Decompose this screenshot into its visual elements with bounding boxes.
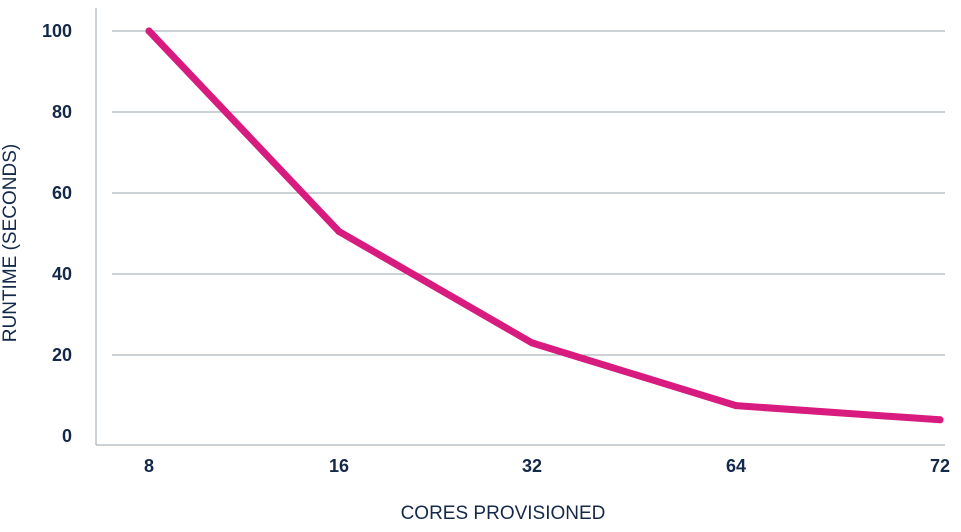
x-tick-label: 32 bbox=[522, 456, 542, 476]
x-tick-label: 72 bbox=[930, 456, 950, 476]
x-tick-label: 64 bbox=[726, 456, 746, 476]
y-tick-labels: 0 20 40 60 80 100 bbox=[42, 21, 72, 446]
series-line bbox=[145, 27, 944, 424]
series-group bbox=[145, 27, 944, 424]
y-tick-label: 80 bbox=[52, 102, 72, 122]
y-tick-label: 0 bbox=[62, 426, 72, 446]
data-point bbox=[936, 416, 944, 424]
y-tick-label: 100 bbox=[42, 21, 72, 41]
data-point bbox=[145, 27, 153, 35]
y-tick-label: 60 bbox=[52, 183, 72, 203]
x-tick-label: 16 bbox=[329, 456, 349, 476]
x-tick-labels: 8 16 32 64 72 bbox=[144, 456, 950, 476]
y-tick-label: 20 bbox=[52, 345, 72, 365]
data-point bbox=[528, 339, 536, 347]
axes bbox=[95, 8, 945, 446]
gridlines bbox=[112, 30, 945, 356]
data-point bbox=[732, 402, 740, 410]
y-axis-title: RUNTIME (SECONDS) bbox=[0, 144, 21, 342]
x-axis-title: CORES PROVISIONED bbox=[401, 503, 606, 524]
y-tick-label: 40 bbox=[52, 264, 72, 284]
x-tick-label: 8 bbox=[144, 456, 154, 476]
data-point bbox=[335, 227, 343, 235]
